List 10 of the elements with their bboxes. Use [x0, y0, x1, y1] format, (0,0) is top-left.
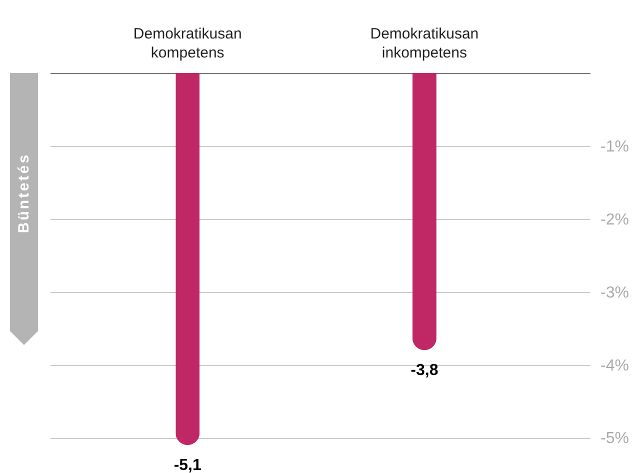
y-axis-title: Büntetés [16, 152, 32, 234]
y-tick-label: -3% [600, 284, 629, 302]
y-tick-label: -5% [600, 430, 629, 448]
y-tick-label: -1% [600, 138, 629, 156]
y-tick-label: -4% [600, 357, 629, 374]
data-label: -3,8 [410, 362, 438, 380]
x-tick-label: Demokratikusan kompetens [133, 26, 242, 62]
y-tick-label: -2% [600, 211, 629, 228]
x-tick-label: Demokratikusan inkompetens [370, 26, 479, 62]
data-label: -5,1 [174, 457, 202, 473]
